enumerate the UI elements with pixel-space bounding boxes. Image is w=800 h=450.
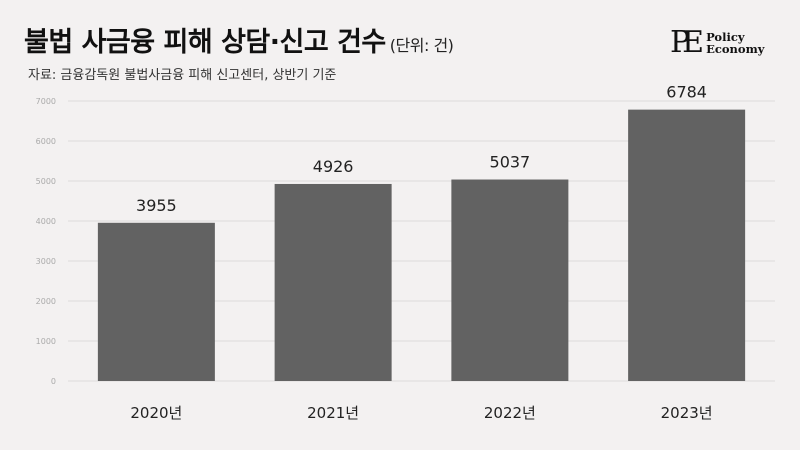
logo-line2: Economy	[706, 42, 765, 56]
data-label: 6784	[666, 83, 707, 102]
unit-label: (단위: 건)	[389, 36, 454, 55]
chart-title: 불법 사금융 피해 상담·신고 건수 (단위: 건)	[24, 20, 454, 59]
logo-text: Policy Economy	[706, 31, 764, 55]
bar	[97, 222, 215, 381]
bar	[451, 179, 569, 381]
y-tick-label: 4000	[36, 217, 56, 226]
x-tick-label: 2021년	[307, 404, 359, 422]
y-tick-label: 0	[51, 377, 56, 386]
bar	[274, 183, 392, 381]
x-tick-label: 2020년	[130, 404, 182, 422]
data-labels: 3955 4926 5037 6784	[136, 83, 707, 215]
data-label: 4926	[313, 157, 354, 176]
title-text: 불법 사금융 피해 상담·신고 건수	[24, 27, 386, 58]
source-note: 자료: 금융감독원 불법사금융 피해 신고센터, 상반기 기준	[28, 68, 337, 83]
data-label: 3955	[136, 196, 177, 215]
bars	[97, 109, 746, 381]
y-tick-label: 2000	[36, 297, 56, 306]
y-tick-label: 6000	[36, 137, 56, 146]
x-axis-ticks: 2020년 2021년 2022년 2023년	[130, 404, 712, 422]
y-axis-ticks: 0 1000 2000 3000 4000 5000 6000 7000	[36, 97, 56, 386]
y-tick-label: 1000	[36, 337, 56, 346]
logo-line1: Policy	[706, 30, 745, 44]
x-tick-label: 2022년	[484, 404, 536, 422]
bar	[628, 109, 746, 381]
y-tick-label: 3000	[36, 257, 56, 266]
y-tick-label: 5000	[36, 177, 56, 186]
x-tick-label: 2023년	[661, 404, 713, 422]
y-tick-label: 7000	[36, 97, 56, 106]
data-label: 5037	[490, 153, 531, 172]
publisher-logo: PE Policy Economy	[670, 26, 764, 60]
